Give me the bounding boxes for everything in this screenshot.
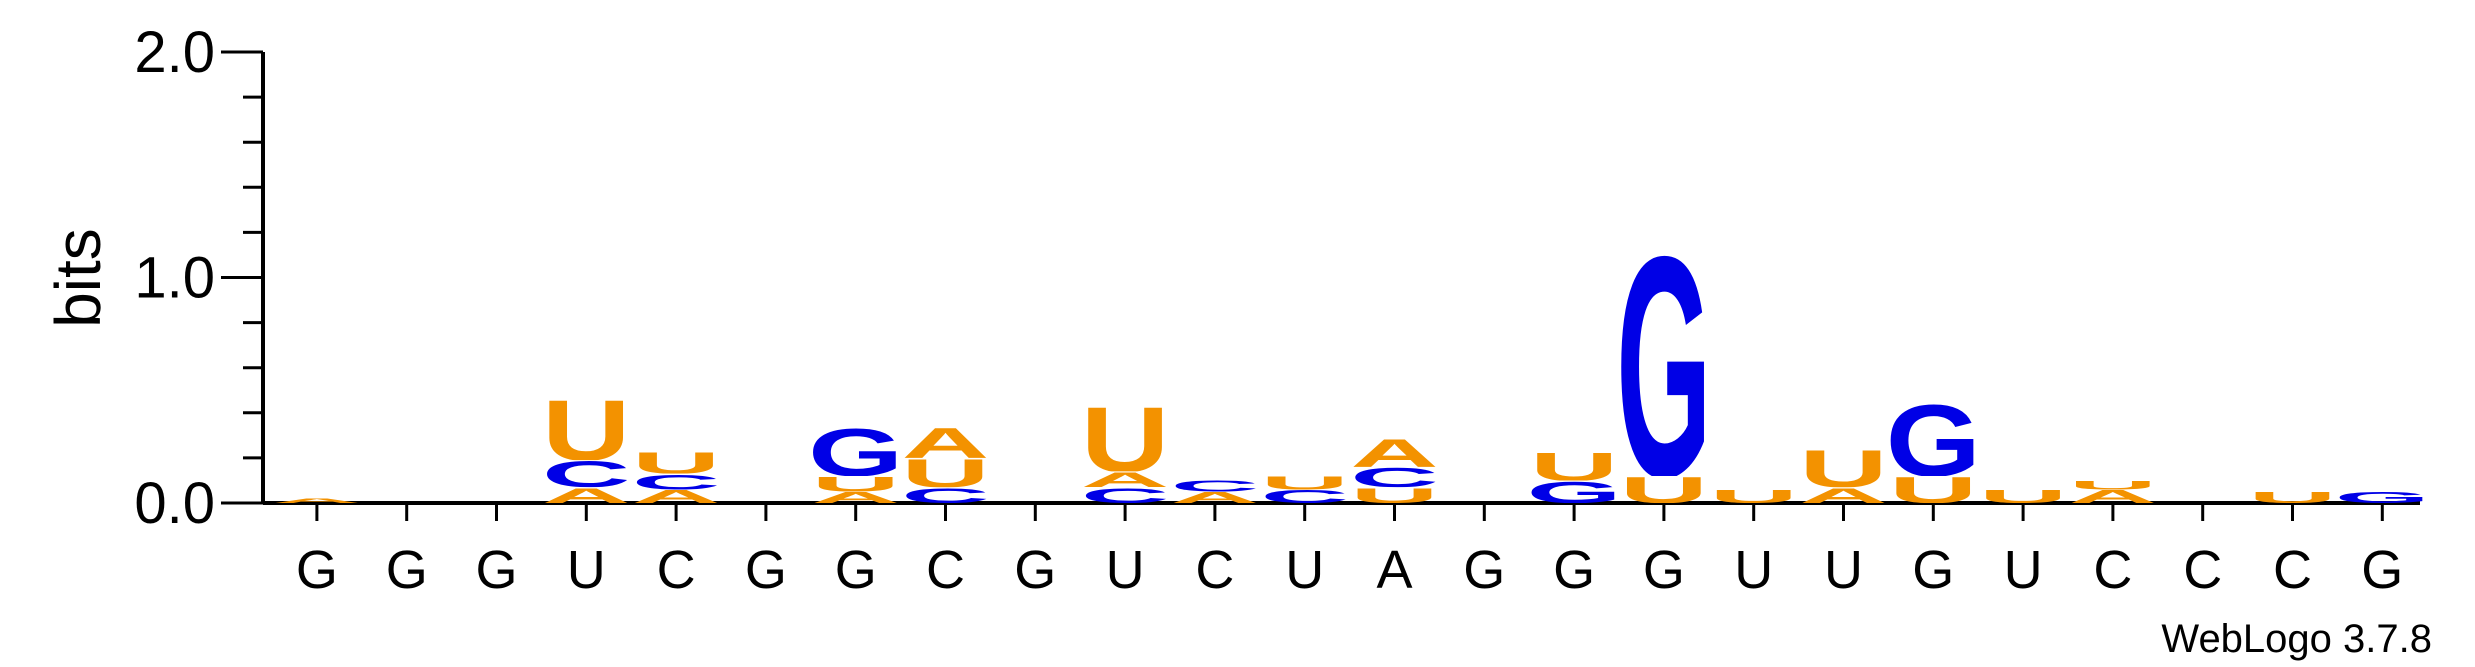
- x-tick-label: G: [1463, 540, 1505, 600]
- footer-label: WebLogo 3.7.8: [2161, 617, 2432, 661]
- y-axis-label: bits: [42, 228, 114, 328]
- x-tick-label: G: [386, 540, 428, 600]
- x-tick-label: U: [2004, 540, 2043, 600]
- x-tick-label: G: [835, 540, 877, 600]
- y-tick-label: 0.0: [134, 471, 215, 536]
- x-tick-label: G: [2361, 540, 2403, 600]
- x-tick-label: U: [1824, 540, 1863, 600]
- x-tick-label: C: [2183, 540, 2222, 600]
- x-tick-label: G: [1553, 540, 1595, 600]
- x-tick-label: U: [567, 540, 606, 600]
- x-tick-label: G: [296, 540, 338, 600]
- x-tick-label: G: [1912, 540, 1954, 600]
- x-tick-label: C: [2093, 540, 2132, 600]
- x-tick-label: U: [1106, 540, 1145, 600]
- y-tick-label: 2.0: [134, 20, 215, 85]
- x-tick-label: C: [2273, 540, 2312, 600]
- y-axis: 0.0 1.0 2.0 bits: [42, 20, 263, 536]
- x-tick-label: G: [1014, 540, 1056, 600]
- x-tick-label: C: [1195, 540, 1234, 600]
- x-tick-label: A: [1376, 540, 1412, 600]
- y-tick-label: 1.0: [134, 246, 215, 311]
- x-tick-label: G: [1643, 540, 1685, 600]
- x-tick-label: C: [926, 540, 965, 600]
- x-tick-label: G: [745, 540, 787, 600]
- x-tick-label: G: [475, 540, 517, 600]
- x-tick-label: U: [1734, 540, 1773, 600]
- x-tick-label: U: [1285, 540, 1324, 600]
- x-tick-label: C: [657, 540, 696, 600]
